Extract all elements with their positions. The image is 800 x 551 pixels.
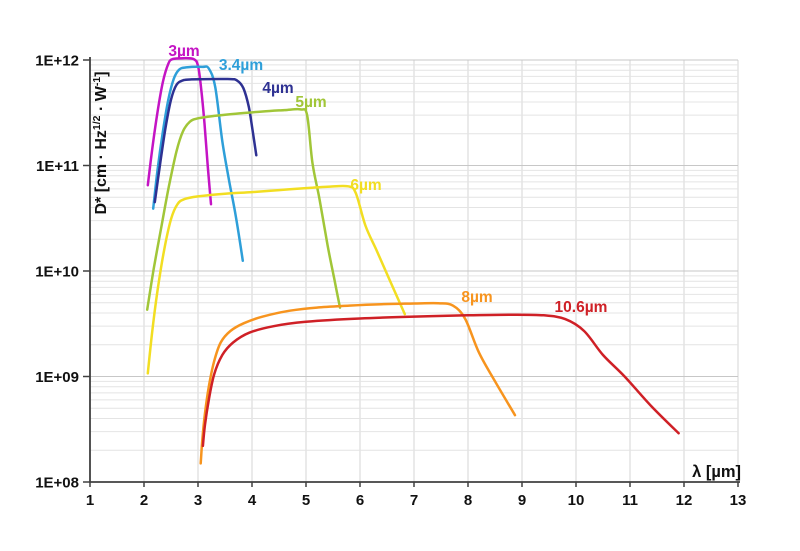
curve-3µm [146,56,213,206]
x-axis-title: λ [µm] [692,463,741,481]
x-tick-label: 4 [248,492,257,509]
curve-label-8µm: 8µm [461,289,492,306]
x-tick-label: 11 [622,492,638,509]
x-tick-label: 3 [194,492,202,509]
y-tick-label: 1E+10 [35,264,79,281]
curve-label-4µm: 4µm [262,80,293,97]
curve-6µm [146,184,407,375]
curve-3.4µm [151,65,245,263]
x-tick-label: 2 [140,492,148,509]
y-tick-label: 1E+11 [36,158,79,175]
curve-5µm [145,107,342,311]
y-tick-label: 1E+09 [35,369,79,386]
x-tick-label: 8 [464,492,472,509]
curve-label-3µm: 3µm [168,43,199,60]
x-tick-label: 1 [86,492,94,509]
x-tick-label: 5 [302,492,310,509]
curve-label-6µm: 6µm [350,177,381,194]
y-tick-label: 1E+08 [35,475,79,492]
gridlines [90,59,739,483]
y-tick-label: 1E+12 [35,53,79,70]
curves [145,56,680,465]
x-tick-label: 12 [676,492,693,509]
curve-label-5µm: 5µm [295,94,326,111]
curve-10.6µm [201,313,680,448]
curve-label-3.4µm: 3.4µm [219,57,263,74]
y-axis-title: D* [cm · Hz1/2 · W-1] [91,71,110,214]
curve-4µm [153,77,258,204]
x-tick-label: 7 [410,492,418,509]
curve-label-10.6µm: 10.6µm [555,299,608,316]
curve-8µm [199,301,517,465]
x-tick-label: 13 [730,492,747,509]
x-tick-label: 9 [518,492,526,509]
x-tick-label: 10 [568,492,585,509]
x-tick-label: 6 [356,492,364,509]
